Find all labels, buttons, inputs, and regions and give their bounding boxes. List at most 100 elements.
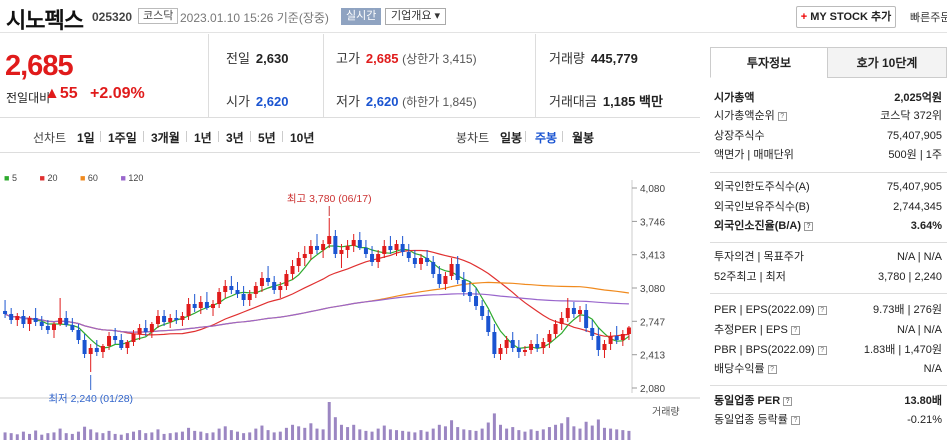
candle [382,246,387,254]
volume-bar [40,434,44,440]
volume-bar [529,429,533,440]
volume-bar [376,428,380,440]
ma5-line [4,244,630,350]
volume-bar [278,431,282,440]
trade-amount: 거래대금 1,185 백만 [549,94,663,109]
high-annotation: 최고 3,780 (06/17) [287,193,372,205]
volume-bar [211,432,215,440]
candle-weekly[interactable]: 주봉 [535,131,558,145]
mystock-label: MY STOCK 추가 [810,11,892,23]
divider [282,131,283,142]
help-icon[interactable]: ? [790,325,800,335]
period-selector: 선차트 1일 1주일 3개월 1년 3년 5년 10년 봉차트 일봉 주봉 월봉 [0,119,700,153]
y-tick-label: 3,080 [640,284,665,295]
volume-bar [468,430,472,440]
help-icon[interactable]: ? [777,111,787,121]
volume-bar [535,430,539,440]
tab-orderbook[interactable]: 호가 10단계 [827,47,947,78]
line-chart-label: 선차트 [33,131,67,145]
volume-bar [199,431,203,440]
volume-bar [9,433,13,440]
volume-bar [370,431,374,440]
period-1d[interactable]: 1일 [77,131,95,145]
divider [218,131,219,142]
legend-ma20: ■ 20 [39,173,58,183]
candle [516,348,521,352]
volume-bar [615,429,619,440]
week52-row: 52주최고 | 최저 3,780 | 2,240 [714,271,942,283]
help-icon[interactable]: ? [804,221,813,231]
candle [608,336,613,344]
candle [351,240,356,246]
help-icon[interactable]: ? [790,415,800,425]
ma120-line [4,293,629,333]
help-icon[interactable]: ? [817,305,827,315]
candle [614,336,619,340]
candle [21,316,26,324]
volume-bar [229,430,233,440]
per-eps-row: PER | EPS(2022.09)? 9.73배 | 276원 [714,304,942,316]
volume-bar [138,430,142,440]
volume-bar [309,423,313,440]
candle [480,306,485,316]
investment-info-panel: 투자정보 호가 10단계 시가총액 2,025억원 시가총액순위? 코스닥 372위… [710,47,947,440]
period-3m[interactable]: 3개월 [151,131,180,145]
candle-daily[interactable]: 일봉 [500,131,523,145]
help-icon[interactable]: ? [767,364,777,374]
volume-bar [144,433,148,440]
period-3y[interactable]: 3년 [226,131,244,145]
help-icon[interactable]: ? [817,345,827,355]
market-badge: 코스닥 [138,8,179,24]
volume-bar [474,430,478,440]
candle [3,311,8,314]
stock-chart[interactable]: 4,080 3,746 3,413 3,080 2,747 2,413 2,080 최고 3,… [0,153,700,440]
candle [308,246,313,254]
y-tick-label: 3,413 [640,251,665,262]
company-overview-dropdown[interactable]: 기업개요 ▾ [385,8,447,25]
volume-bar [174,432,178,440]
divider [525,131,526,142]
volume-bar [291,424,295,440]
realtime-button[interactable]: 실시간 [341,8,382,25]
help-icon[interactable]: ? [783,396,793,406]
candle [492,332,497,354]
divider [323,34,324,118]
tab-investment-info[interactable]: 투자정보 [710,47,828,78]
candle [565,308,570,318]
period-1y[interactable]: 1년 [194,131,212,145]
candle [58,318,63,324]
volume-bar [505,428,509,440]
candle [162,316,167,322]
volume-bar [425,431,429,440]
stock-header: 시노펙스 025320 코스닥 2023.01.10 15:26 기준(장중) … [0,0,947,33]
volume-bar [303,427,307,440]
prev-close: 전일 2,630 [226,51,289,66]
period-10y[interactable]: 10년 [290,131,315,145]
volume-bar [358,429,362,440]
candle [590,328,595,336]
candle-monthly[interactable]: 월봉 [572,131,595,145]
chevron-down-icon: ▾ [434,10,441,22]
volume-bar [217,428,221,440]
volume-bar [560,423,564,440]
volume-bar [621,430,625,440]
add-mystock-button[interactable]: + MY STOCK 추가 [796,6,896,28]
price-summary: 2,685 전일대비 ▲55 +2.09% [0,34,700,118]
volume-bar [15,434,19,440]
volume-bar [297,426,301,440]
high-price: 고가 2,685 (상한가 3,415) [336,51,477,66]
divider [710,385,947,386]
candle [186,304,191,316]
volume-bar [34,430,38,440]
candle [290,266,295,274]
quick-order-link[interactable]: 빠른주문 [910,12,947,24]
candle [345,246,350,250]
candle [15,316,20,320]
period-1w[interactable]: 1주일 [108,131,137,145]
volume-bar [180,431,184,440]
divider [710,242,947,243]
y-tick-label: 2,080 [640,384,665,395]
candle [272,282,277,290]
period-5y[interactable]: 5년 [258,131,276,145]
candle [461,280,466,292]
